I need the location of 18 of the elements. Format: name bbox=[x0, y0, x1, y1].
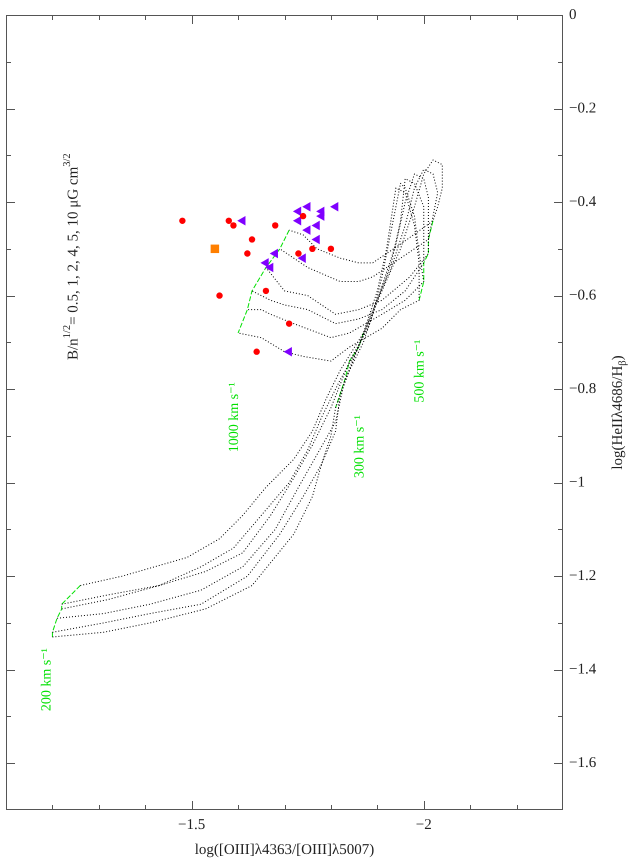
y-tick-label: −1.4 bbox=[569, 662, 597, 678]
annotation: 300 km s⁻¹ bbox=[352, 415, 368, 478]
x-tick-label: −2 bbox=[416, 816, 432, 833]
y-tick-label: −1.6 bbox=[569, 755, 597, 772]
x-tick-label: −1.5 bbox=[178, 816, 206, 833]
annotation: 500 km s⁻¹ bbox=[412, 340, 428, 403]
annotation: 200 km s⁻¹ bbox=[39, 648, 54, 712]
y-tick-label: 0 bbox=[569, 6, 576, 23]
y-tick-label: −0.2 bbox=[569, 100, 596, 116]
annotation: 1000 km s⁻¹ bbox=[227, 382, 242, 452]
y-tick-label: −0.4 bbox=[569, 194, 597, 210]
y-tick-label: −0.6 bbox=[569, 288, 597, 304]
y-tick-label: −0.8 bbox=[569, 381, 596, 398]
y-axis-title: log(HeIIλ4686/Hβ) bbox=[610, 355, 628, 470]
y-tick-label: −1.2 bbox=[569, 568, 596, 584]
y-tick-label: −1 bbox=[569, 474, 585, 491]
x-axis-title: log([OIII]λ4363/[OIII]λ5007) bbox=[194, 842, 374, 858]
annotation: B/n1/2= 0.5, 1, 2, 4, 5, 10 μG cm3/2 bbox=[62, 153, 82, 360]
